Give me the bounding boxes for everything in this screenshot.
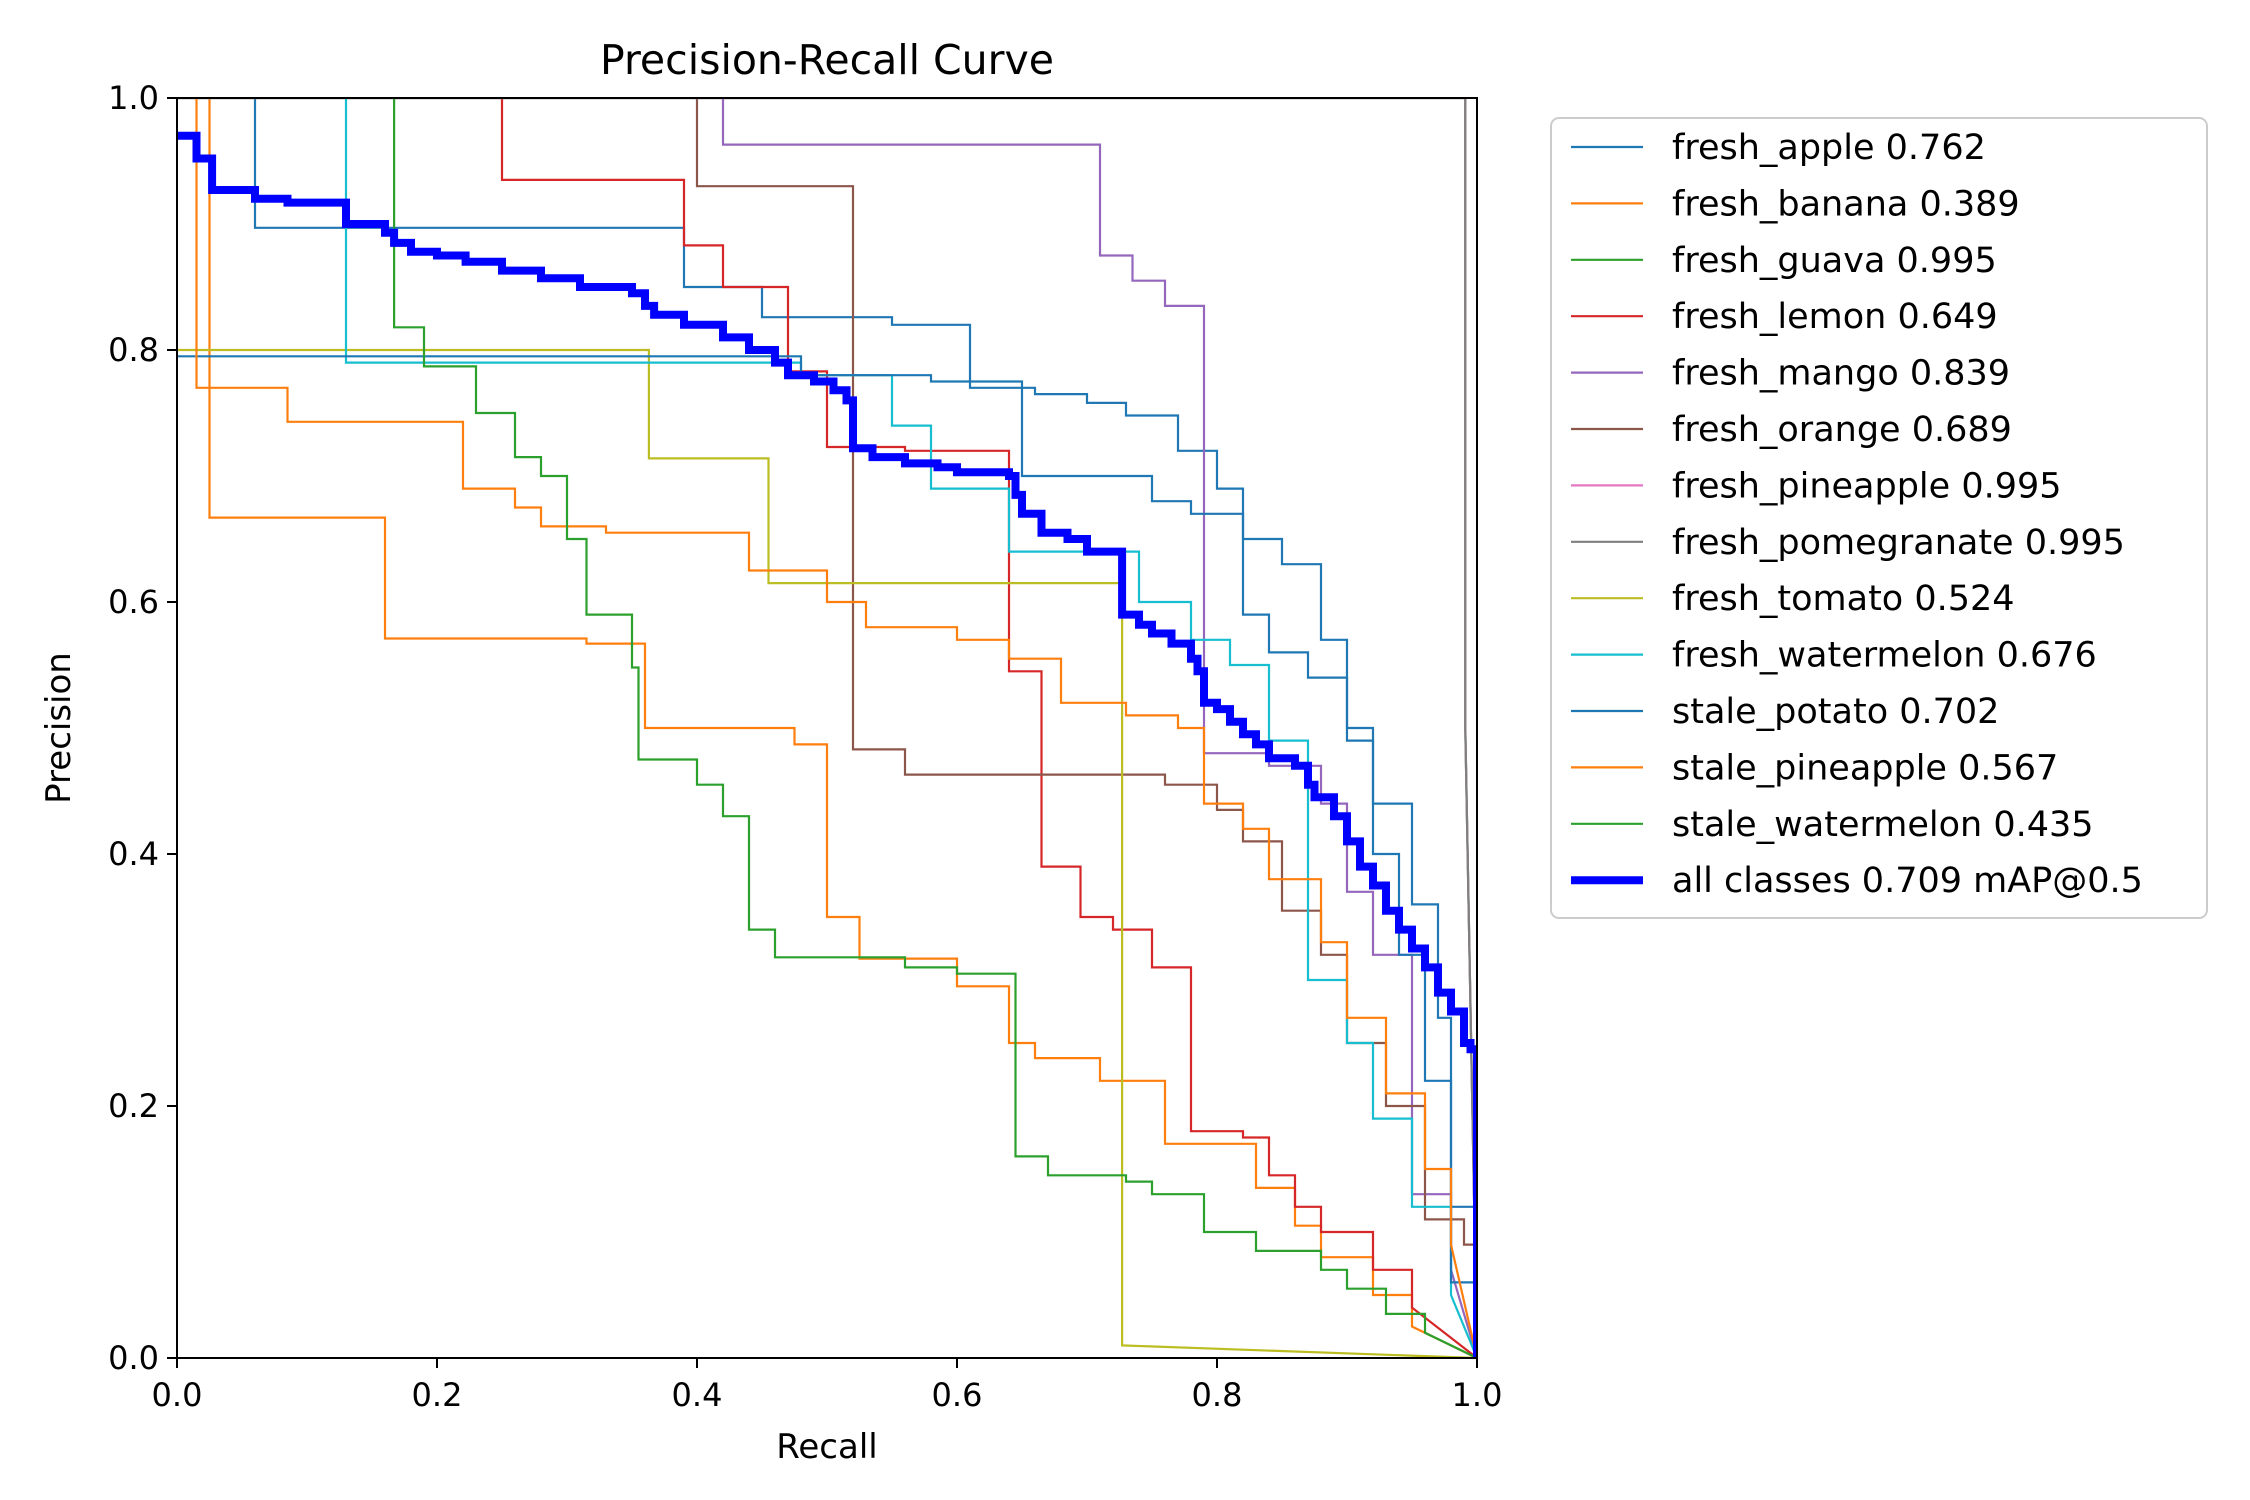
legend-label-8: fresh_tomato 0.524 xyxy=(1672,579,2015,619)
legend-label-12: stale_watermelon 0.435 xyxy=(1672,805,2094,845)
x-tick-label-2: 0.4 xyxy=(672,1376,723,1414)
plot-area xyxy=(176,97,1478,1359)
legend-label-1: fresh_banana 0.389 xyxy=(1672,184,2020,224)
legend-label-13: all classes 0.709 mAP@0.5 xyxy=(1672,861,2143,901)
series-line-8 xyxy=(177,348,1478,1359)
series-line-13 xyxy=(177,131,1478,1358)
y-axis-label: Precision xyxy=(39,652,79,804)
legend-entries: fresh_apple 0.762 fresh_banana 0.389 fresh… xyxy=(1571,128,2143,901)
series-line-7 xyxy=(177,97,1478,1359)
legend-label-6: fresh_pineapple 0.995 xyxy=(1672,466,2062,506)
y-axis: 0.0 0.2 0.4 0.6 0.8 1.0 xyxy=(108,79,177,1377)
series-line-6 xyxy=(177,97,1478,1359)
y-tick-label-1: 0.2 xyxy=(108,1087,159,1125)
legend-label-0: fresh_apple 0.762 xyxy=(1672,128,1986,168)
legend: fresh_apple 0.762 fresh_banana 0.389 fresh… xyxy=(1550,117,2208,919)
legend-label-3: fresh_lemon 0.649 xyxy=(1672,297,1998,337)
series-line-5 xyxy=(695,98,1478,1358)
y-tick-label-0: 0.0 xyxy=(108,1339,159,1377)
legend-label-4: fresh_mango 0.839 xyxy=(1672,354,2010,394)
x-axis-label: Recall xyxy=(776,1427,877,1467)
legend-box xyxy=(1550,117,2208,919)
plot-frame xyxy=(176,97,1478,1359)
series-layer xyxy=(177,97,1478,1359)
legend-label-2: fresh_guava 0.995 xyxy=(1672,241,1997,281)
x-tick-label-4: 0.8 xyxy=(1192,1376,1243,1414)
y-tick-label-5: 1.0 xyxy=(108,79,159,117)
series-line-2 xyxy=(177,97,1478,1359)
x-tick-label-0: 0.0 xyxy=(152,1376,203,1414)
chart-title: Precision-Recall Curve xyxy=(600,36,1054,84)
series-line-0 xyxy=(253,98,1478,1358)
x-tick-label-1: 0.2 xyxy=(412,1376,463,1414)
series-line-10 xyxy=(177,355,1478,1358)
series-line-4 xyxy=(721,98,1478,1359)
legend-label-7: fresh_pomegranate 0.995 xyxy=(1672,523,2125,563)
x-tick-label-3: 0.6 xyxy=(932,1376,983,1414)
x-axis: 0.0 0.2 0.4 0.6 0.8 1.0 xyxy=(152,1358,1503,1414)
y-tick-label-4: 0.8 xyxy=(108,331,159,369)
legend-label-5: fresh_orange 0.689 xyxy=(1672,410,2012,450)
legend-label-9: fresh_watermelon 0.676 xyxy=(1672,636,2097,676)
series-line-12 xyxy=(393,98,1478,1359)
series-line-1 xyxy=(208,98,1478,1359)
series-line-3 xyxy=(500,98,1478,1359)
x-tick-label-5: 1.0 xyxy=(1452,1376,1503,1414)
series-line-9 xyxy=(344,98,1478,1359)
legend-label-10: stale_potato 0.702 xyxy=(1672,692,1999,732)
series-line-11 xyxy=(195,98,1478,1359)
y-tick-label-2: 0.4 xyxy=(108,835,159,873)
y-tick-label-3: 0.6 xyxy=(108,583,159,621)
legend-label-11: stale_pineapple 0.567 xyxy=(1672,748,2058,788)
